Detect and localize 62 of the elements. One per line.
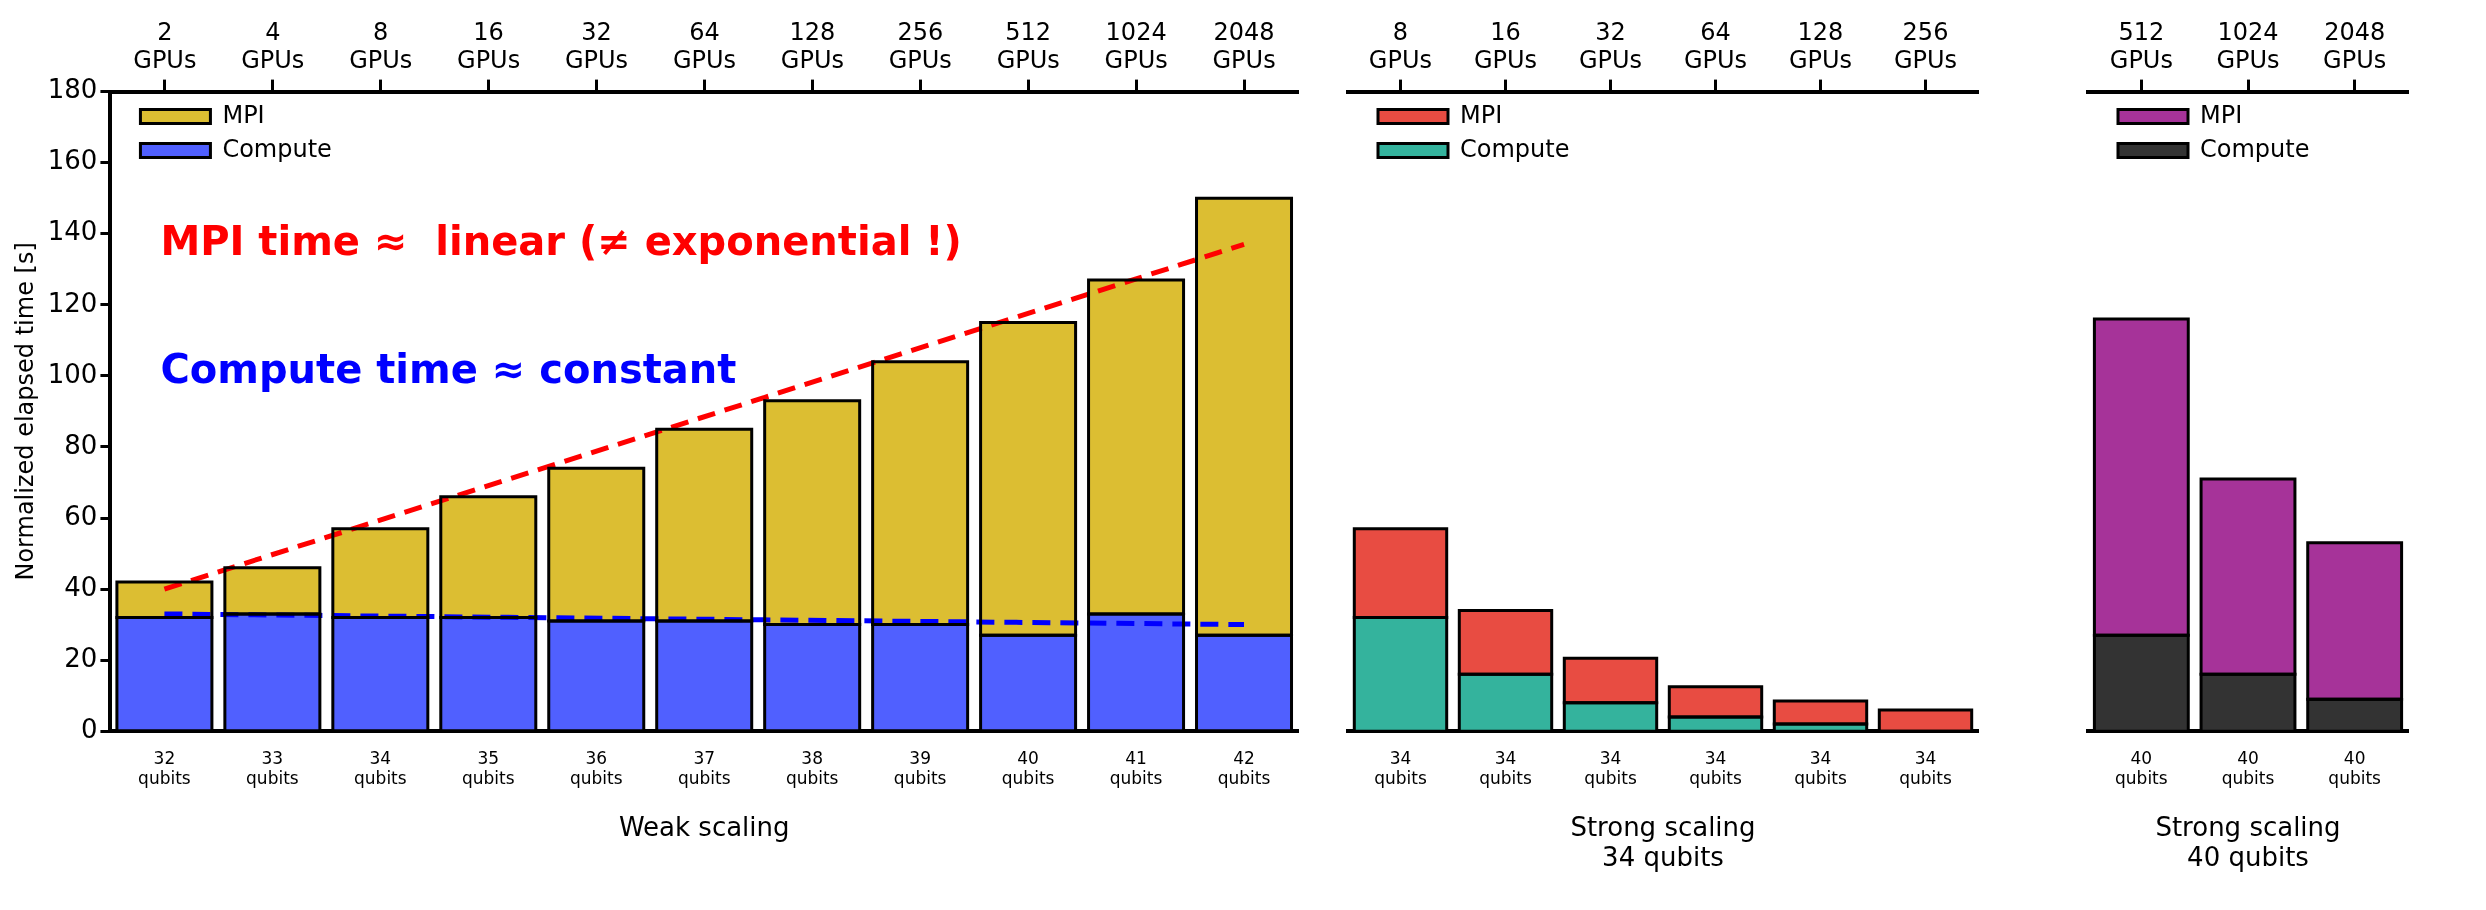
- x2-tick-label: 256 GPUs: [1893, 17, 1958, 75]
- x2-tick-label: 16 GPUs: [1473, 17, 1538, 75]
- x-tick-label: 34 qubits: [1689, 747, 1742, 789]
- y-tick-label: 160: [47, 145, 98, 176]
- x-tick-label: 36 qubits: [569, 747, 623, 789]
- y-tick-label: 60: [64, 500, 98, 531]
- annotation: Compute time ≈ constant: [160, 346, 737, 393]
- x-tick-label: 42 qubits: [1217, 747, 1271, 789]
- x-tick-label: 34 qubits: [1479, 747, 1532, 789]
- x-tick-label: 32 qubits: [138, 747, 191, 789]
- y-tick-label: 120: [47, 287, 98, 318]
- x-axis-title: Strong scaling 40 qubits: [2155, 811, 2341, 872]
- legend-label: Compute: [2200, 134, 2310, 163]
- x2-tick-label: 64 GPUs: [1683, 17, 1748, 75]
- x-tick-label: 39 qubits: [893, 747, 947, 789]
- x2-tick-label: 16 GPUs: [457, 17, 521, 75]
- y-tick-label: 40: [64, 571, 98, 602]
- x-tick-label: 41 qubits: [1109, 747, 1163, 789]
- x-tick-label: 35 qubits: [461, 747, 515, 789]
- x-tick-label: 34 qubits: [354, 747, 407, 789]
- x-tick-label: 40 qubits: [1001, 747, 1055, 789]
- x2-tick-label: 2 GPUs: [133, 17, 197, 75]
- x2-tick-label: 64 GPUs: [672, 17, 737, 75]
- y-axis-title: Normalized elapsed time [s]: [10, 242, 39, 581]
- legend-label: Compute: [1460, 134, 1570, 163]
- y-tick-label: 20: [64, 642, 98, 673]
- x-tick-label: 33 qubits: [246, 747, 299, 789]
- x-tick-label: 34 qubits: [1584, 747, 1637, 789]
- x-tick-label: 34 qubits: [1794, 747, 1847, 789]
- x2-tick-label: 128 GPUs: [780, 17, 844, 75]
- x-tick-label: 40 qubits: [2328, 747, 2382, 789]
- x-tick-label: 34 qubits: [1899, 747, 1952, 789]
- y-tick-label: 180: [47, 74, 98, 105]
- y-tick-label: 80: [64, 429, 98, 460]
- y-tick-label: 100: [47, 358, 98, 389]
- x2-tick-label: 32 GPUs: [564, 17, 629, 75]
- x-tick-label: 37 qubits: [677, 747, 731, 789]
- x2-tick-label: 8 GPUs: [349, 17, 413, 75]
- legend-label: MPI: [1460, 100, 1503, 129]
- x-tick-label: 40 qubits: [2221, 747, 2275, 789]
- annotation: MPI time ≈ linear (≠ exponential !): [160, 218, 962, 265]
- x2-tick-label: 128 GPUs: [1788, 17, 1853, 75]
- legend-label: MPI: [2200, 100, 2243, 129]
- legend-label: MPI: [222, 100, 265, 129]
- x2-tick-label: 1024 GPUs: [1104, 17, 1168, 75]
- x2-tick-label: 512 GPUs: [2109, 17, 2173, 75]
- x2-tick-label: 2048 GPUs: [2323, 17, 2387, 75]
- x2-tick-label: 512 GPUs: [996, 17, 1060, 75]
- x2-tick-label: 256 GPUs: [888, 17, 952, 75]
- x-tick-label: 34 qubits: [1374, 747, 1427, 789]
- x2-tick-label: 8 GPUs: [1368, 17, 1432, 75]
- legend-label: Compute: [222, 134, 332, 163]
- y-tick-label: 140: [47, 216, 98, 247]
- x-tick-label: 40 qubits: [2115, 747, 2168, 789]
- y-tick-label: 0: [80, 713, 98, 744]
- x2-tick-label: 2048 GPUs: [1212, 17, 1276, 75]
- x2-tick-label: 32 GPUs: [1578, 17, 1643, 75]
- x-axis-title: Weak scaling: [618, 811, 790, 842]
- x2-tick-label: 1024 GPUs: [2216, 17, 2280, 75]
- x-tick-label: 38 qubits: [785, 747, 839, 789]
- x2-tick-label: 4 GPUs: [241, 17, 305, 75]
- x-axis-title: Strong scaling 34 qubits: [1570, 811, 1756, 872]
